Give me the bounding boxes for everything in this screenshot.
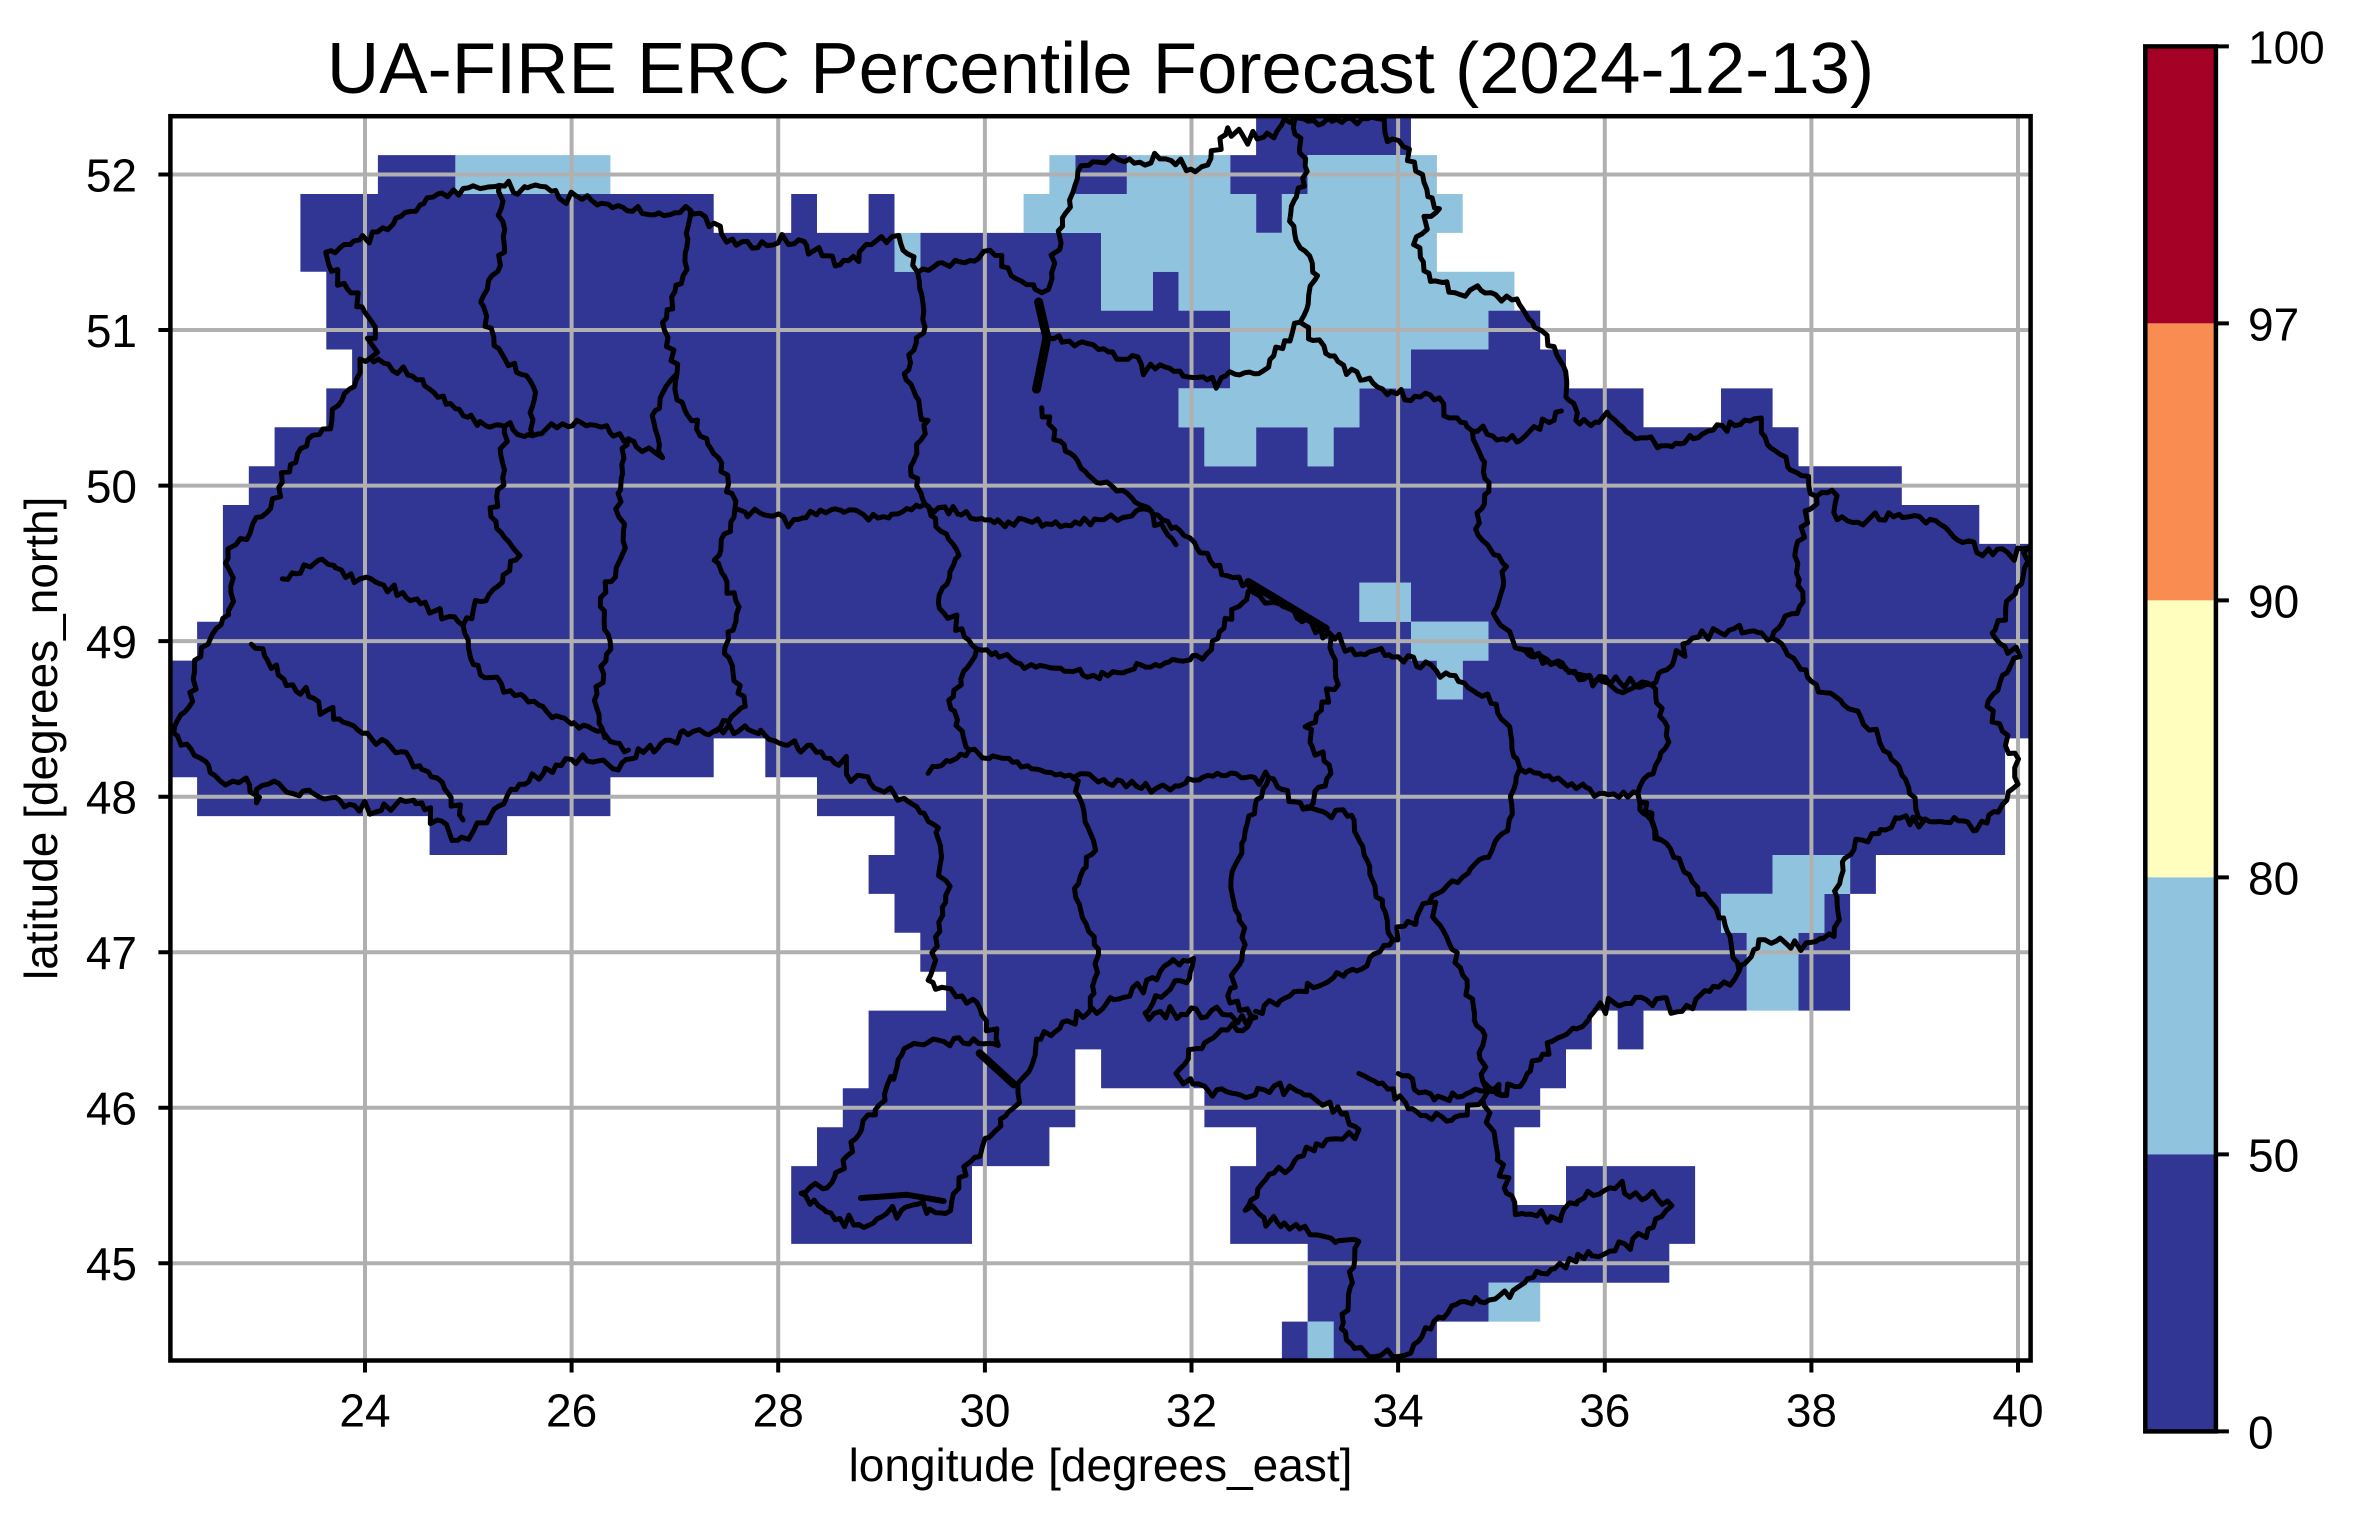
svg-text:48: 48	[86, 772, 137, 824]
svg-text:80: 80	[2248, 852, 2299, 904]
svg-text:26: 26	[546, 1385, 597, 1437]
svg-text:50: 50	[86, 460, 137, 512]
svg-text:longitude [degrees_east]: longitude [degrees_east]	[849, 1439, 1353, 1491]
svg-text:latitude [degrees_north]: latitude [degrees_north]	[15, 497, 67, 980]
svg-text:38: 38	[1786, 1385, 1837, 1437]
svg-text:24: 24	[339, 1385, 390, 1437]
svg-text:28: 28	[753, 1385, 804, 1437]
svg-text:UA-FIRE ERC Percentile Forecas: UA-FIRE ERC Percentile Forecast (2024-12…	[327, 28, 1874, 109]
svg-text:40: 40	[1992, 1385, 2043, 1437]
svg-text:36: 36	[1579, 1385, 1630, 1437]
svg-text:90: 90	[2248, 575, 2299, 627]
svg-text:45: 45	[86, 1238, 137, 1290]
svg-text:100: 100	[2248, 21, 2325, 73]
svg-text:46: 46	[86, 1083, 137, 1135]
svg-text:30: 30	[959, 1385, 1010, 1437]
svg-text:52: 52	[86, 149, 137, 201]
svg-text:47: 47	[86, 927, 137, 979]
svg-text:34: 34	[1373, 1385, 1424, 1437]
svg-text:51: 51	[86, 305, 137, 357]
svg-text:0: 0	[2248, 1406, 2274, 1458]
svg-text:49: 49	[86, 616, 137, 668]
svg-text:32: 32	[1166, 1385, 1217, 1437]
svg-text:50: 50	[2248, 1129, 2299, 1181]
svg-text:97: 97	[2248, 298, 2299, 350]
